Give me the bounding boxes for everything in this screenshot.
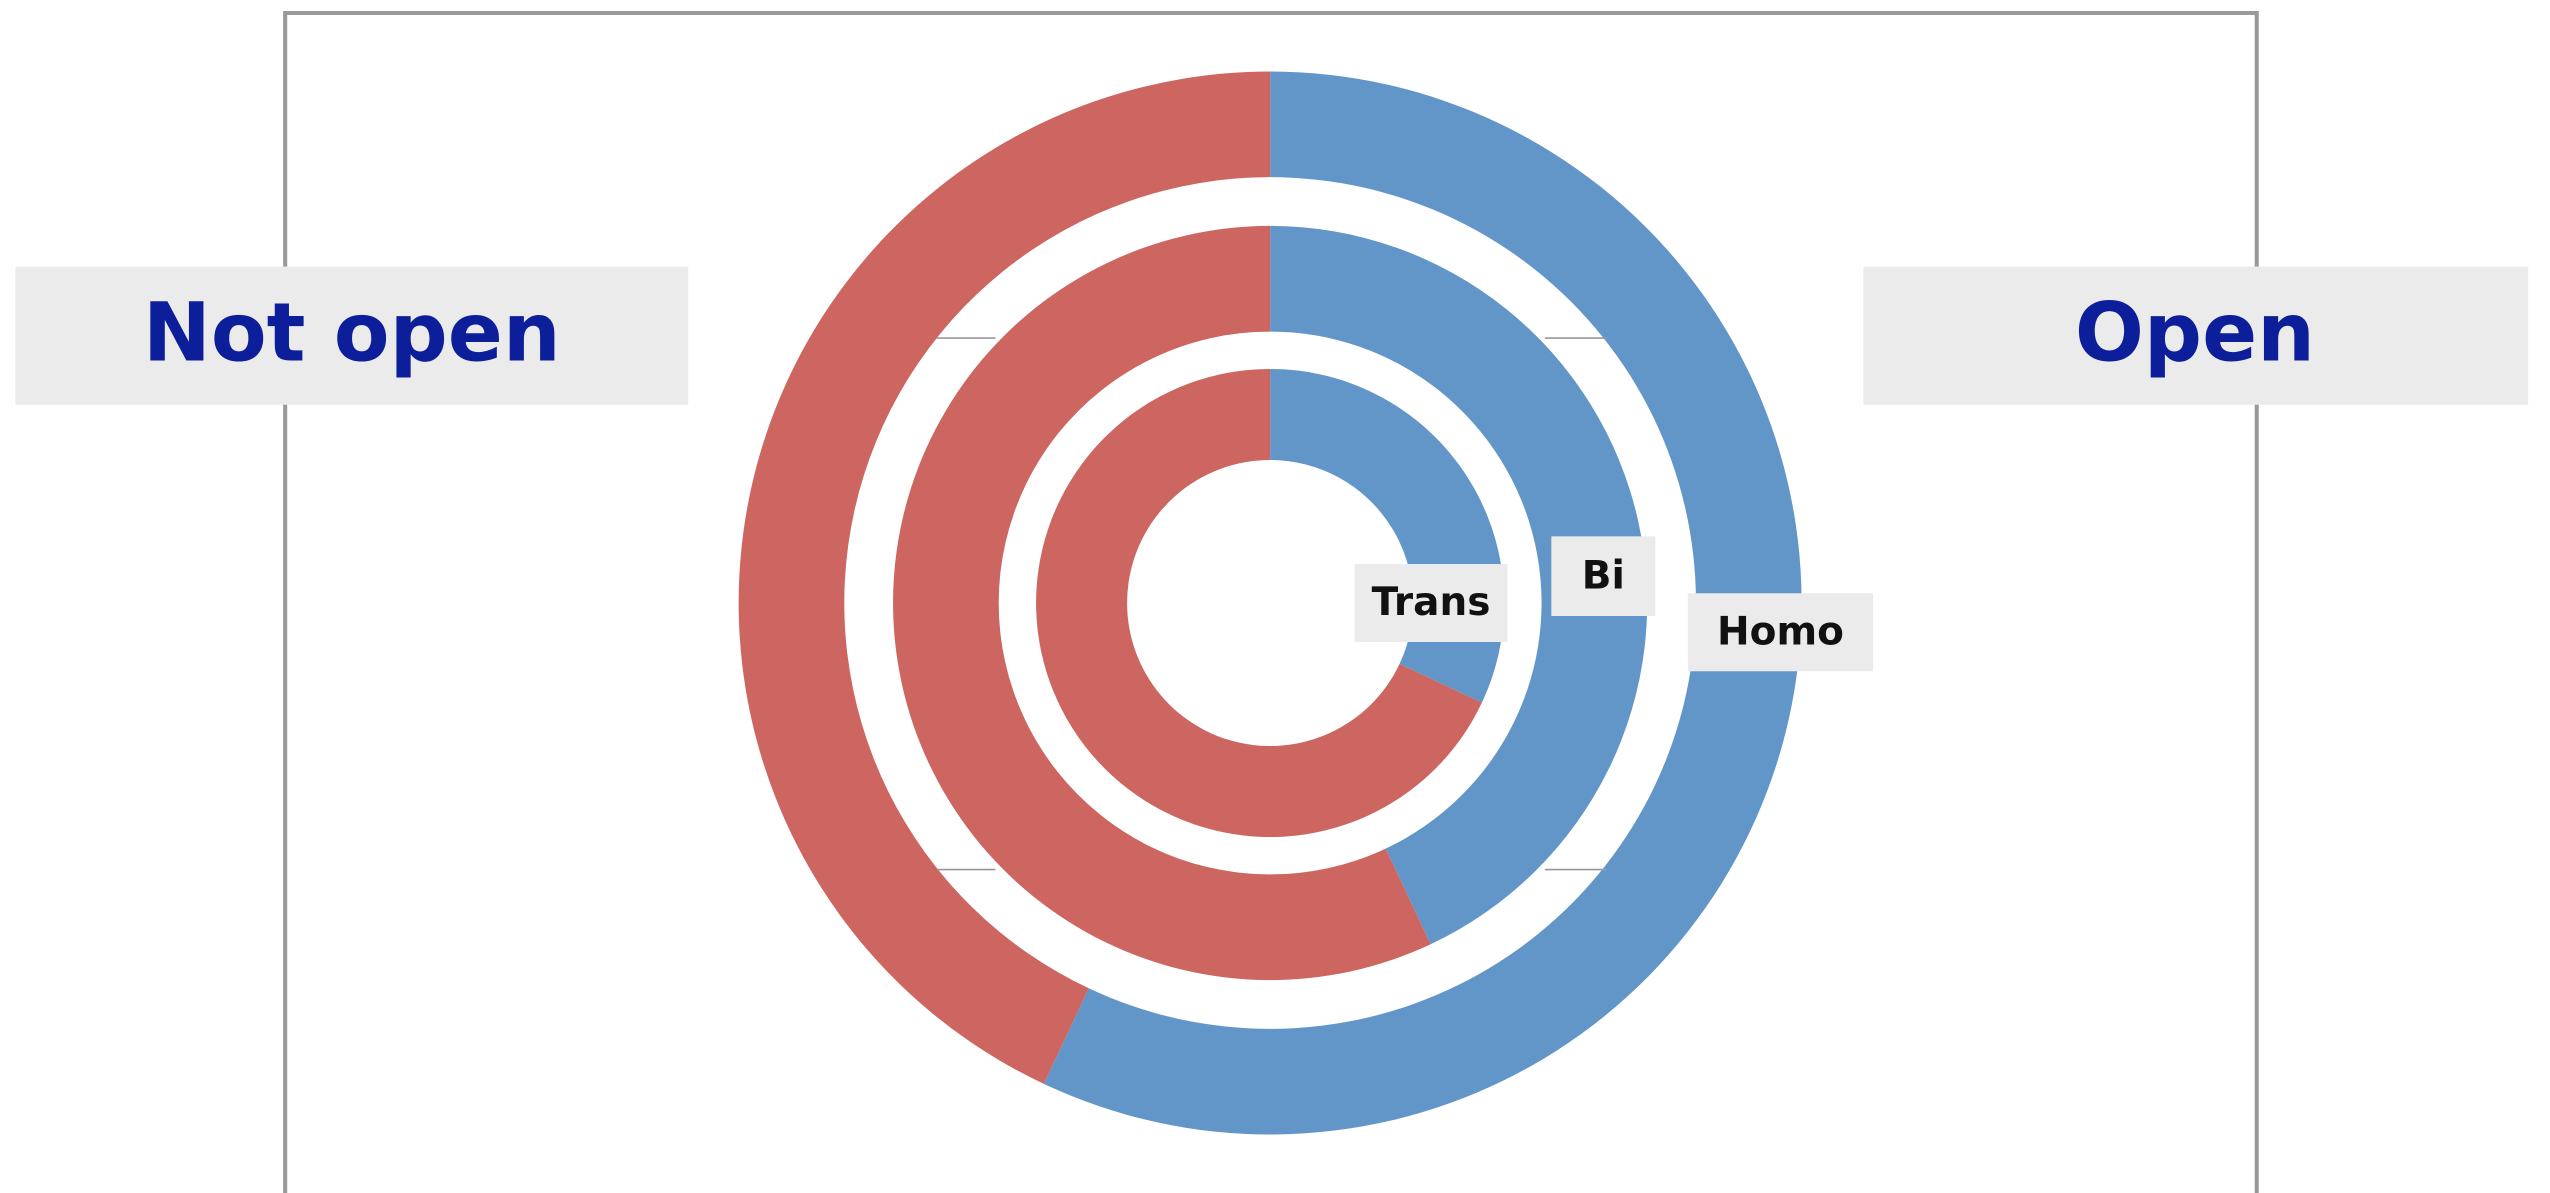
ring-label-box bbox=[1687, 593, 1874, 672]
rings bbox=[738, 71, 1802, 1135]
ring-segment bbox=[1043, 71, 1802, 1135]
ring-segment bbox=[1270, 225, 1648, 945]
separator-lines bbox=[936, 337, 1607, 871]
frame bbox=[283, 10, 2259, 1193]
ring-labels: Homo Bi Trans bbox=[1354, 536, 1874, 672]
ring-label-box bbox=[1551, 536, 1656, 617]
ring-segment bbox=[1036, 368, 1482, 838]
legend-box bbox=[1863, 266, 2529, 405]
ring-label: Trans bbox=[1372, 580, 1491, 625]
ring-segment bbox=[738, 71, 1271, 1084]
ring-segment bbox=[893, 225, 1431, 981]
ring-label: Homo bbox=[1717, 609, 1844, 654]
legend-label: Not open bbox=[143, 287, 561, 381]
legend-box bbox=[15, 266, 689, 405]
ring-label: Bi bbox=[1582, 553, 1625, 598]
ring-label-box bbox=[1354, 563, 1508, 643]
ring-segment bbox=[1270, 368, 1505, 703]
legend-label: Open bbox=[2075, 287, 2315, 381]
